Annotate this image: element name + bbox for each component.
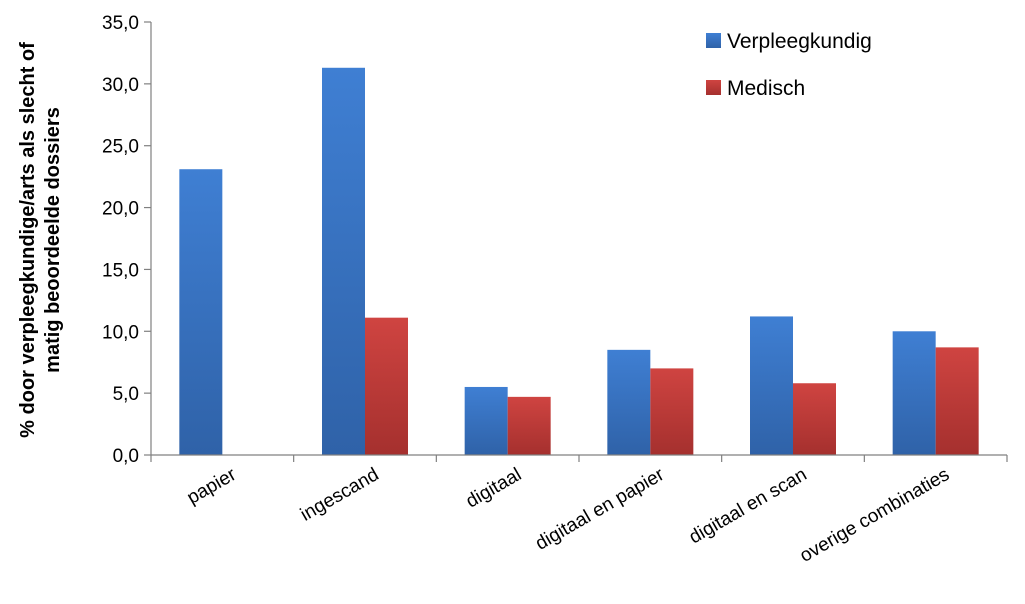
legend: Verpleegkundig Medisch [706, 30, 872, 100]
y-tick-label: 0,0 [113, 446, 139, 467]
x-category-label: digitaal [463, 464, 526, 512]
bar-verpleegkundig-digitaal-en-scan [750, 316, 793, 455]
y-tick-label: 35,0 [102, 13, 139, 34]
legend-swatch-verpleegkundig [706, 33, 721, 48]
y-tick-label: 20,0 [102, 199, 139, 220]
bar-medisch-digitaal-en-scan [793, 383, 836, 455]
y-tick-label: 15,0 [102, 260, 139, 281]
y-tick-label: 25,0 [102, 137, 139, 158]
x-category-label: overige combinaties [796, 464, 953, 567]
bar-verpleegkundig-overige-combinaties [892, 331, 936, 455]
bar-verpleegkundig-ingescand [322, 67, 365, 455]
bar-medisch-digitaal-en-papier [650, 368, 694, 455]
bar-verpleegkundig-digitaal-en-papier [607, 349, 651, 455]
bar-verpleegkundig-papier [179, 169, 223, 455]
x-category-label: papier [184, 464, 241, 509]
legend-label-medisch: Medisch [727, 77, 805, 100]
y-axis-title: % door verpleegkundige/arts als slecht o… [17, 42, 64, 438]
legend-swatch-medisch [706, 80, 721, 95]
y-tick-label: 5,0 [113, 384, 139, 405]
bar-verpleegkundig-digitaal [464, 386, 508, 455]
bar-medisch-ingescand [365, 317, 408, 455]
x-axis-labels: papier ingescand digitaal digitaal en papie… [184, 464, 954, 567]
y-axis-title-line2: matig beoordeelde dossiers [42, 107, 64, 373]
x-category-label: digitaal en papier [532, 464, 668, 555]
x-category-label: ingescand [297, 464, 383, 525]
axes [150, 22, 1008, 462]
y-axis-title-line1: % door verpleegkundige/arts als slecht o… [17, 42, 39, 438]
bar-medisch-digitaal [507, 396, 551, 455]
y-tick-label: 10,0 [102, 322, 139, 343]
bars [179, 67, 979, 455]
bar-medisch-overige-combinaties [935, 347, 979, 455]
x-category-label: digitaal en scan [686, 464, 811, 548]
legend-label-verpleegkundig: Verpleegkundig [727, 30, 872, 53]
y-axis-ticks: 0,0 5,0 10,0 15,0 20,0 25,0 30,0 35,0 [102, 13, 151, 467]
y-tick-label: 30,0 [102, 75, 139, 96]
